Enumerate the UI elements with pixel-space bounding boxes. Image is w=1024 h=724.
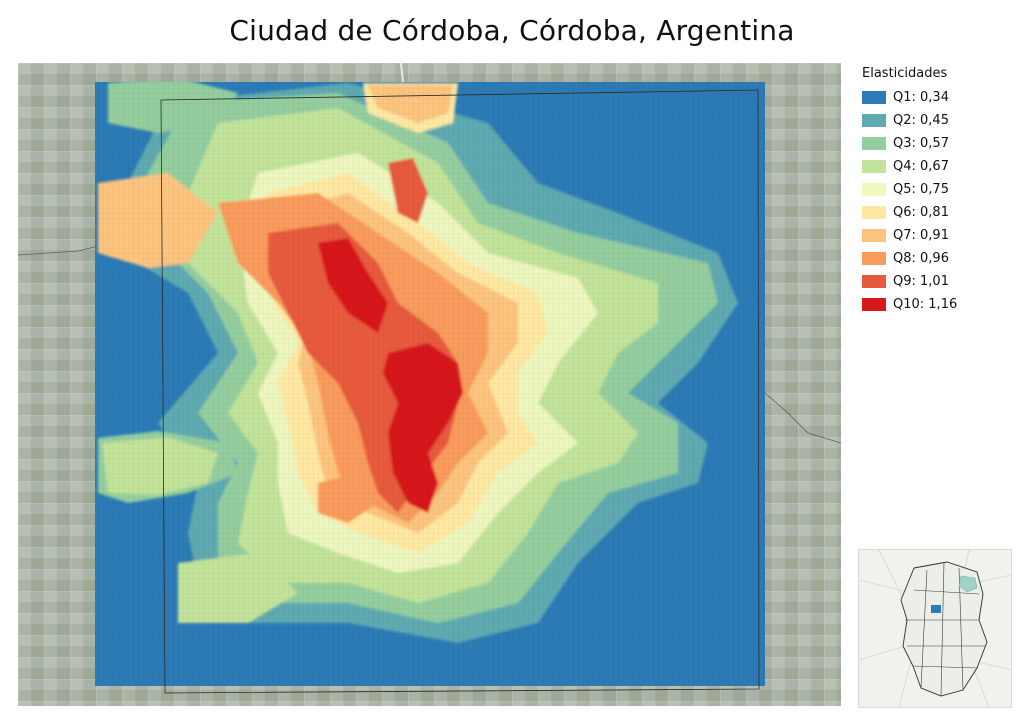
legend-swatch	[862, 229, 886, 242]
legend-label: Q4: 0,67	[893, 159, 949, 174]
legend-item: Q1: 0,34	[862, 86, 1012, 109]
legend-label: Q8: 0,96	[893, 251, 949, 266]
legend-swatch	[862, 252, 886, 265]
legend-item: Q4: 0,67	[862, 155, 1012, 178]
legend-swatch	[862, 183, 886, 196]
inset-city-highlight	[931, 605, 941, 613]
legend-label: Q10: 1,16	[893, 297, 958, 312]
grid-overlay	[95, 82, 765, 686]
legend-swatch	[862, 275, 886, 288]
legend-label: Q6: 0,81	[893, 205, 949, 220]
legend-swatch	[862, 114, 886, 127]
legend-item: Q3: 0,57	[862, 132, 1012, 155]
legend-title: Elasticidades	[862, 66, 948, 81]
city-boundary	[160, 89, 760, 694]
legend-swatch	[862, 206, 886, 219]
inset-internal-boundaries	[905, 561, 985, 697]
legend-swatch	[862, 137, 886, 150]
legend-item: Q5: 0,75	[862, 178, 1012, 201]
locator-inset-map[interactable]	[858, 549, 1012, 708]
choropleth-layer	[95, 82, 765, 686]
map-title: Ciudad de Córdoba, Córdoba, Argentina	[229, 14, 795, 47]
legend-label: Q2: 0,45	[893, 113, 949, 128]
map-legend: Elasticidades Q1: 0,34 Q2: 0,45 Q3: 0,57…	[862, 66, 1012, 316]
legend-item: Q10: 1,16	[862, 293, 1012, 316]
legend-swatch	[862, 298, 886, 311]
legend-swatch	[862, 91, 886, 104]
legend-item: Q7: 0,91	[862, 224, 1012, 247]
legend-item: Q9: 1,01	[862, 270, 1012, 293]
main-map[interactable]	[18, 63, 841, 706]
basemap-highway	[400, 63, 404, 83]
legend-item: Q2: 0,45	[862, 109, 1012, 132]
legend-label: Q3: 0,57	[893, 136, 949, 151]
basemap-river	[764, 392, 841, 444]
inset-water	[958, 575, 978, 593]
legend-label: Q5: 0,75	[893, 182, 949, 197]
legend-item: Q6: 0,81	[862, 201, 1012, 224]
legend-label: Q7: 0,91	[893, 228, 949, 243]
legend-swatch	[862, 160, 886, 173]
legend-item: Q8: 0,96	[862, 247, 1012, 270]
legend-label: Q1: 0,34	[893, 90, 949, 105]
choropleth-map[interactable]	[18, 63, 841, 706]
locator-map	[859, 550, 1011, 707]
legend-label: Q9: 1,01	[893, 274, 949, 289]
